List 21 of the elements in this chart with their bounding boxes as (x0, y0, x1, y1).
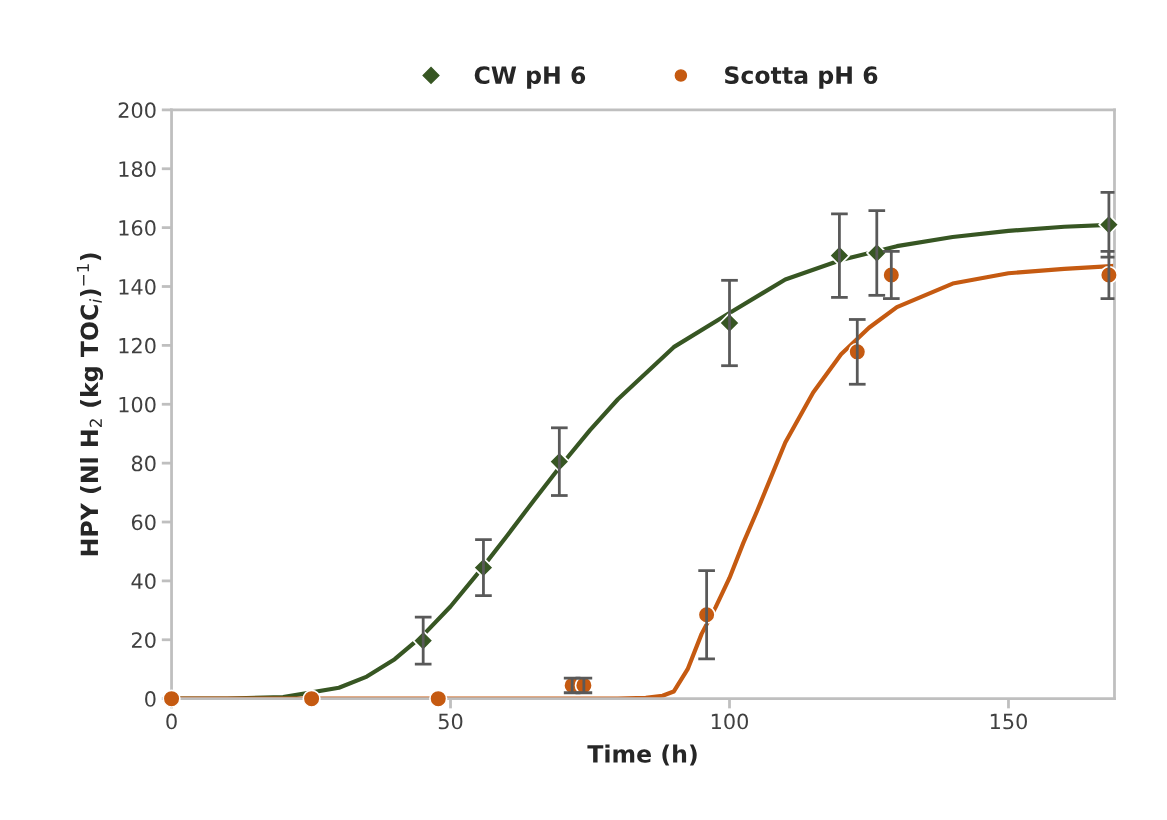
y-tick-label: 100 (119, 396, 156, 413)
x-axis-title: Time (h) (587, 744, 697, 766)
legend-label: CW pH 6 (474, 66, 586, 89)
x-tick-label: 50 (438, 713, 463, 730)
y-tick-label: 160 (119, 220, 156, 236)
y-tick-label: 0 (145, 691, 156, 707)
x-tick-label: 150 (990, 713, 1027, 730)
x-tick-label: 0 (166, 713, 177, 730)
legend-label: Scotta pH 6 (725, 66, 878, 89)
y-tick-label: 40 (131, 573, 156, 590)
point (429, 689, 448, 708)
y-tick-label: 140 (119, 278, 156, 295)
y-tick-label: 60 (131, 514, 156, 531)
y-tick-label: 180 (119, 161, 156, 177)
y-tick-label: 120 (119, 337, 156, 354)
point (302, 689, 321, 708)
y-axis-title: HPY (Nl H$_{2}$ (kg TOC$_{i}$)$^{−1}$) (76, 253, 104, 556)
y-tick-label: 20 (131, 632, 156, 648)
y-tick-label: 80 (131, 455, 156, 472)
y-tick-label: 200 (118, 102, 156, 119)
x-tick-label: 100 (711, 713, 748, 730)
